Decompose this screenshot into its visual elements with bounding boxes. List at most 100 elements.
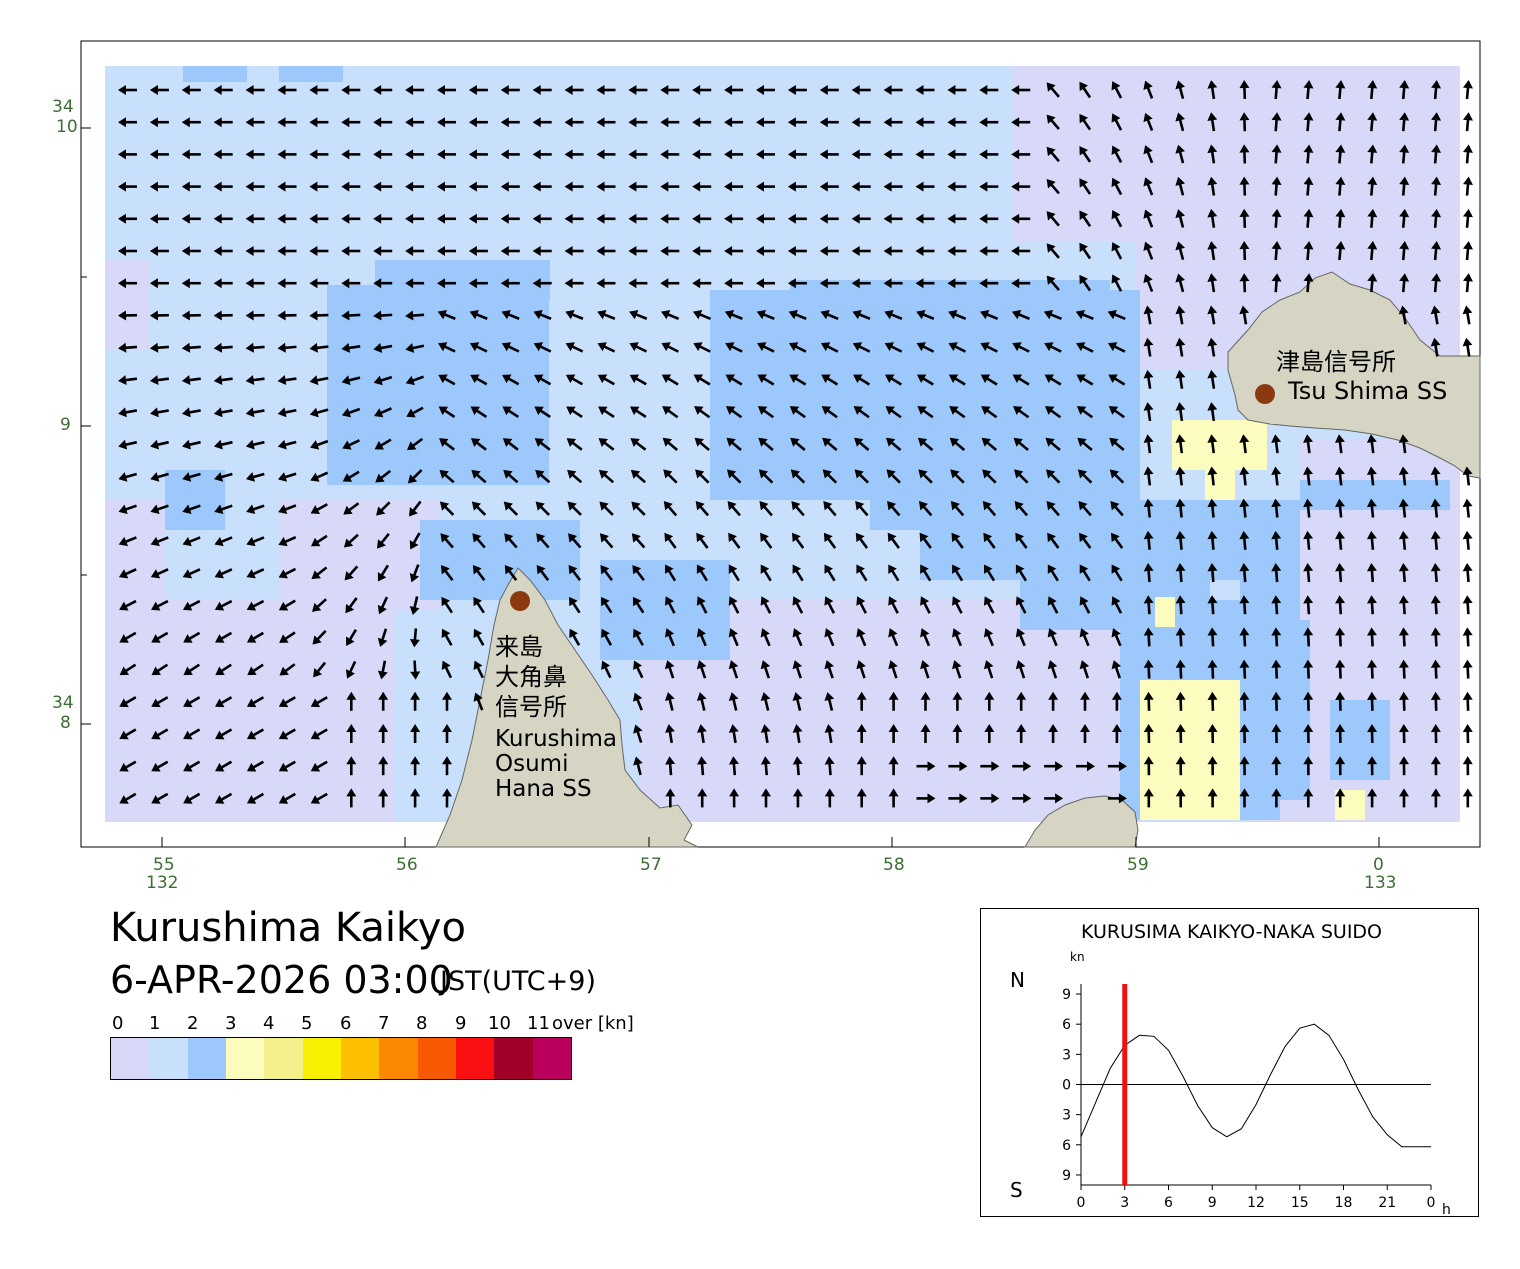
current-arrow	[150, 504, 169, 514]
current-arrow	[439, 438, 455, 451]
current-arrow	[1271, 434, 1282, 454]
current-arrow	[980, 310, 999, 320]
current-arrow	[662, 406, 679, 419]
current-arrow	[532, 213, 552, 224]
current-arrow	[181, 85, 201, 95]
current-arrow	[1335, 595, 1346, 615]
current-arrow	[473, 596, 485, 614]
current-arrow	[405, 85, 425, 95]
station-tsushima: 津島信号所 Tsu Shima SS	[1255, 348, 1447, 405]
current-arrow	[630, 406, 647, 419]
current-arrow	[692, 213, 712, 224]
current-arrow	[820, 310, 839, 320]
south-island	[1024, 795, 1139, 848]
current-arrow	[1271, 530, 1282, 550]
current-arrow	[215, 792, 233, 804]
current-arrow	[502, 406, 520, 419]
current-arrow	[470, 406, 488, 419]
current-arrow	[1143, 724, 1154, 744]
current-arrow	[888, 691, 899, 711]
speed-area	[279, 66, 343, 82]
current-arrow	[916, 793, 936, 804]
current-arrow	[341, 246, 361, 256]
current-arrow	[1046, 82, 1060, 98]
current-arrow	[1303, 530, 1314, 550]
current-arrow	[341, 407, 361, 418]
current-arrow	[1045, 437, 1061, 452]
current-arrow	[277, 278, 297, 289]
current-arrow	[694, 437, 710, 452]
current-arrow	[151, 631, 169, 643]
land-areas	[435, 271, 1481, 848]
current-arrow	[150, 439, 169, 450]
current-arrow	[536, 565, 550, 581]
current-arrow	[1335, 563, 1346, 583]
legend-swatch	[494, 1038, 533, 1079]
current-arrow	[1271, 627, 1282, 647]
current-arrow	[277, 310, 297, 321]
current-arrow	[948, 342, 967, 353]
lon-label: 0 133	[1364, 837, 1396, 893]
current-arrow	[979, 149, 999, 160]
tick-label: 9	[1062, 987, 1071, 1003]
current-arrow	[856, 628, 867, 647]
current-arrow	[1431, 241, 1442, 261]
current-arrow	[343, 502, 360, 515]
current-arrow	[694, 406, 711, 419]
current-arrow	[948, 793, 968, 804]
current-arrow	[1044, 793, 1064, 804]
current-arrow	[532, 246, 552, 256]
current-arrow	[1143, 402, 1154, 422]
current-arrow	[887, 501, 901, 517]
current-arrow	[920, 628, 931, 647]
current-arrow	[1367, 144, 1378, 164]
current-arrow	[724, 181, 744, 192]
current-arrow	[1462, 756, 1473, 776]
current-arrow	[119, 696, 137, 708]
current-arrow	[345, 660, 357, 679]
current-arrow	[1335, 112, 1346, 132]
current-arrow	[309, 246, 329, 256]
current-arrow	[536, 533, 550, 549]
current-arrow	[405, 246, 425, 256]
current-arrow	[1175, 498, 1186, 518]
current-arrow	[756, 149, 775, 160]
current-arrow	[1335, 659, 1346, 679]
current-arrow	[119, 631, 137, 643]
current-arrow	[756, 181, 775, 192]
current-arrow	[728, 724, 739, 744]
current-arrow	[1046, 211, 1060, 227]
current-arrow	[377, 596, 389, 615]
current-arrow	[1399, 208, 1410, 228]
current-arrow	[760, 628, 771, 647]
current-arrow	[468, 213, 488, 224]
current-arrow	[1366, 498, 1377, 518]
current-arrow	[1462, 80, 1473, 100]
current-arrow	[1367, 659, 1378, 679]
current-arrow	[407, 437, 424, 451]
current-arrow	[1075, 310, 1094, 320]
current-arrow	[346, 724, 357, 743]
current-arrow	[760, 756, 771, 776]
current-arrow	[1077, 469, 1093, 484]
current-arrow	[566, 406, 583, 419]
current-arrow	[851, 85, 871, 95]
current-arrow	[1043, 310, 1062, 320]
current-arrow	[1430, 305, 1441, 325]
current-arrow	[569, 628, 581, 646]
legend-swatch	[187, 1038, 226, 1079]
current-arrow	[183, 760, 201, 772]
current-arrow	[215, 631, 233, 643]
current-arrow	[181, 375, 201, 386]
speed-area	[1250, 620, 1310, 800]
current-arrow	[310, 471, 329, 482]
legend-tick: 0	[112, 1013, 124, 1034]
speed-area	[327, 285, 549, 485]
current-arrow	[1207, 305, 1218, 325]
current-arrow	[633, 628, 644, 646]
current-arrow	[1399, 273, 1410, 293]
current-arrow	[1335, 788, 1346, 808]
current-arrow	[601, 628, 613, 646]
current-arrow	[919, 532, 932, 549]
station-name-ja-line: 来島	[495, 633, 543, 661]
